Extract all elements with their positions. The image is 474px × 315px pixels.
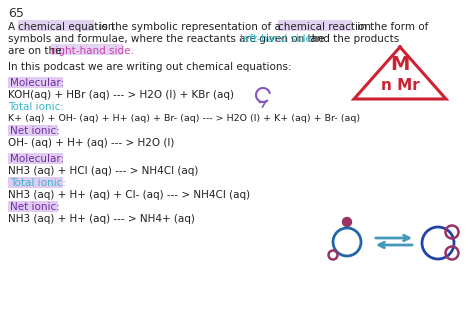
Text: A: A [8, 22, 18, 32]
Text: left-hand side: left-hand side [240, 34, 312, 44]
FancyBboxPatch shape [8, 77, 63, 88]
Text: NH3 (aq) + HCl (aq) --- > NH4Cl (aq): NH3 (aq) + HCl (aq) --- > NH4Cl (aq) [8, 166, 199, 176]
Text: right-hand side.: right-hand side. [51, 46, 134, 56]
Text: in the form of: in the form of [354, 22, 428, 32]
Text: Molecular:: Molecular: [10, 154, 64, 164]
FancyBboxPatch shape [8, 153, 63, 164]
Text: is the symbolic representation of a: is the symbolic representation of a [96, 22, 284, 32]
Bar [18, 20, 94, 31]
FancyBboxPatch shape [8, 177, 63, 188]
Text: Total ionic:: Total ionic: [8, 102, 64, 112]
FancyBboxPatch shape [8, 201, 58, 212]
Bar [278, 20, 352, 31]
Text: In this podcast we are writing out chemical equations:: In this podcast we are writing out chemi… [8, 62, 292, 72]
FancyBboxPatch shape [8, 125, 58, 136]
Text: chemical equation: chemical equation [18, 22, 114, 32]
Text: OH- (aq) + H+ (aq) --- > H2O (l): OH- (aq) + H+ (aq) --- > H2O (l) [8, 138, 174, 148]
Text: Net ionic:: Net ionic: [10, 202, 60, 212]
Text: and the products: and the products [307, 34, 399, 44]
Text: NH3 (aq) + H+ (aq) --- > NH4+ (aq): NH3 (aq) + H+ (aq) --- > NH4+ (aq) [8, 214, 195, 224]
Text: Total ionic:: Total ionic: [10, 178, 66, 188]
Text: n Mr: n Mr [381, 77, 419, 93]
Circle shape [343, 217, 352, 226]
Text: NH3 (aq) + H+ (aq) + Cl- (aq) --- > NH4Cl (aq): NH3 (aq) + H+ (aq) + Cl- (aq) --- > NH4C… [8, 190, 250, 200]
Text: 65: 65 [8, 7, 24, 20]
Bar [51, 44, 123, 55]
Text: K+ (aq) + OH- (aq) + H+ (aq) + Br- (aq) --- > H2O (l) + K+ (aq) + Br- (aq): K+ (aq) + OH- (aq) + H+ (aq) + Br- (aq) … [8, 114, 360, 123]
Text: symbols and formulae, where the reactants are given on the: symbols and formulae, where the reactant… [8, 34, 328, 44]
Text: chemical reaction: chemical reaction [278, 22, 371, 32]
Text: Molecular:: Molecular: [10, 78, 64, 88]
Text: Net ionic:: Net ionic: [10, 126, 60, 136]
Text: are on the: are on the [8, 46, 65, 56]
Text: KOH(aq) + HBr (aq) --- > H2O (l) + KBr (aq): KOH(aq) + HBr (aq) --- > H2O (l) + KBr (… [8, 90, 234, 100]
Text: M: M [390, 55, 410, 75]
